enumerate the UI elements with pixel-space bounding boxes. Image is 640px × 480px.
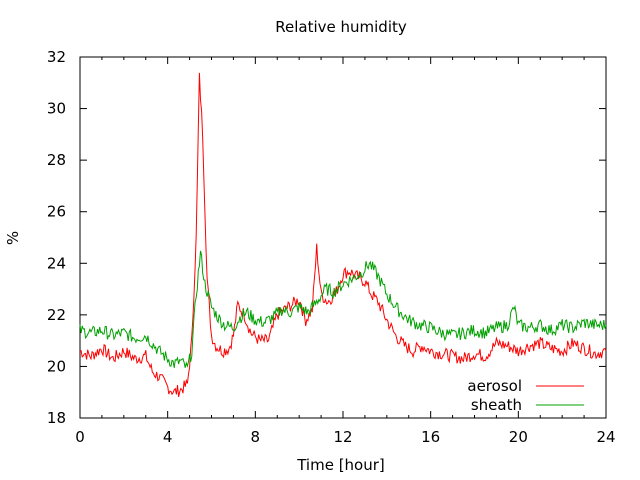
y-tick-label: 26	[47, 203, 66, 221]
chart-title: Relative humidity	[275, 18, 407, 36]
plot-frame	[79, 56, 607, 419]
y-tick-label: 30	[47, 100, 66, 118]
y-tick-label: 18	[47, 409, 66, 427]
x-tick-label: 12	[333, 428, 352, 446]
plot-border	[79, 56, 607, 419]
series-line-aerosol	[79, 72, 607, 398]
series-line-sheath	[79, 250, 607, 368]
series-layer	[79, 72, 607, 398]
y-tick-label: 32	[47, 48, 66, 66]
legend-label-aerosol: aerosol	[467, 377, 522, 395]
x-tick-label: 8	[251, 428, 261, 446]
legend-label-sheath: sheath	[471, 396, 522, 414]
x-axis-label: Time [hour]	[296, 456, 385, 474]
x-tick-label: 4	[163, 428, 173, 446]
y-tick-label: 20	[47, 357, 66, 375]
x-tick-label: 16	[421, 428, 440, 446]
y-tick-label: 22	[47, 306, 66, 324]
y-tick-label: 28	[47, 151, 66, 169]
axis-ticks: 0 4 8 12 16 20 24 18 20 22 24 26 28 30 32	[47, 48, 616, 446]
y-tick-label: 24	[47, 254, 66, 272]
x-tick-label: 20	[509, 428, 528, 446]
x-tick-label: 0	[75, 428, 85, 446]
x-tick-label: 24	[596, 428, 615, 446]
y-axis-label: %	[4, 231, 22, 245]
